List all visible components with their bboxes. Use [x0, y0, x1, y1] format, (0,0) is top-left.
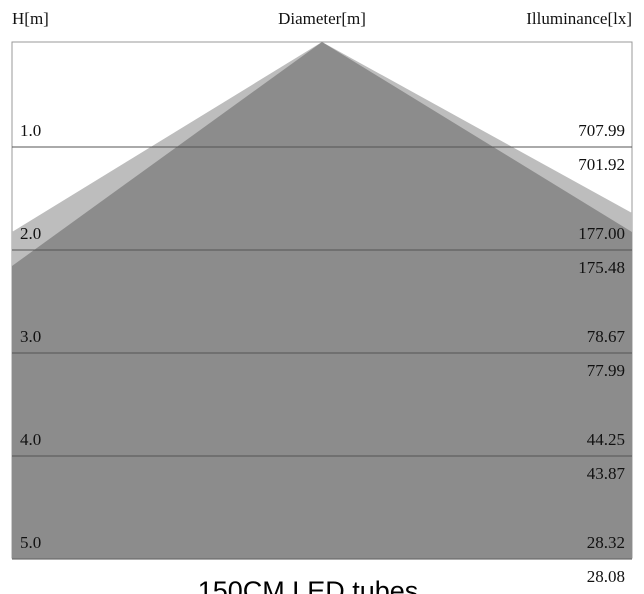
- caption: 150CM LED tubes: [198, 576, 419, 594]
- header-diameter: Diameter[m]: [278, 9, 366, 28]
- illuminance-value: 43.87: [587, 464, 626, 483]
- illuminance-value: 78.67: [587, 327, 626, 346]
- illuminance-value: 175.48: [578, 258, 625, 277]
- height-label: 1.0: [20, 121, 41, 140]
- illuminance-value: 701.92: [578, 155, 625, 174]
- height-label: 3.0: [20, 327, 41, 346]
- illuminance-value: 28.08: [587, 567, 625, 586]
- header-height: H[m]: [12, 9, 49, 28]
- height-label: 2.0: [20, 224, 41, 243]
- illuminance-value: 177.00: [578, 224, 625, 243]
- illuminance-value: 707.99: [578, 121, 625, 140]
- illuminance-value: 28.32: [587, 533, 625, 552]
- illuminance-value: 44.25: [587, 430, 625, 449]
- height-label: 5.0: [20, 533, 41, 552]
- light-cone-b: [12, 42, 632, 558]
- height-label: 4.0: [20, 430, 41, 449]
- illuminance-value: 77.99: [587, 361, 625, 380]
- rows: 1.0 707.99 701.92 2.0 177.00 175.48 3.0 78.67 77…: [12, 121, 632, 586]
- header-illuminance: Illuminance[lx]: [526, 9, 632, 28]
